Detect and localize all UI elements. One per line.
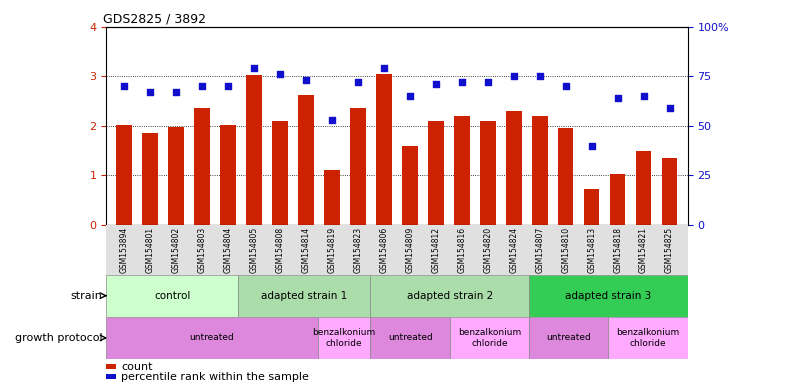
Text: GSM154824: GSM154824 xyxy=(509,227,518,273)
Point xyxy=(404,93,417,99)
Text: GSM154814: GSM154814 xyxy=(302,227,310,273)
Text: GSM154808: GSM154808 xyxy=(276,227,285,273)
Bar xyxy=(272,121,288,225)
Bar xyxy=(370,275,529,317)
Bar xyxy=(454,116,470,225)
Bar xyxy=(608,317,688,359)
Text: percentile rank within the sample: percentile rank within the sample xyxy=(121,372,309,382)
Bar xyxy=(480,121,496,225)
Point xyxy=(248,65,260,71)
Text: growth protocol: growth protocol xyxy=(15,333,102,343)
Bar xyxy=(106,317,318,359)
Bar xyxy=(506,111,522,225)
Bar xyxy=(558,128,574,225)
Text: GSM154801: GSM154801 xyxy=(145,227,155,273)
Text: GDS2825 / 3892: GDS2825 / 3892 xyxy=(103,13,206,26)
Point xyxy=(482,79,494,85)
Point xyxy=(325,117,338,123)
Point xyxy=(508,73,520,79)
Point xyxy=(144,89,156,95)
Bar xyxy=(351,108,365,225)
Text: adapted strain 2: adapted strain 2 xyxy=(406,291,493,301)
Point xyxy=(351,79,364,85)
Text: GSM154821: GSM154821 xyxy=(639,227,648,273)
Bar xyxy=(532,116,548,225)
Point xyxy=(222,83,234,89)
Point xyxy=(586,142,598,149)
Bar xyxy=(106,275,238,317)
Point xyxy=(663,105,676,111)
Point xyxy=(299,77,312,83)
Bar xyxy=(194,108,210,225)
Bar xyxy=(402,146,417,225)
Bar xyxy=(246,75,262,225)
Text: GSM154802: GSM154802 xyxy=(171,227,181,273)
Text: count: count xyxy=(121,362,152,372)
Text: GSM154810: GSM154810 xyxy=(561,227,570,273)
Bar xyxy=(636,151,652,225)
Point xyxy=(612,95,624,101)
Text: GSM154819: GSM154819 xyxy=(328,227,336,273)
Bar xyxy=(168,127,184,225)
Text: GSM154809: GSM154809 xyxy=(406,227,414,273)
Point xyxy=(170,89,182,95)
Text: GSM154816: GSM154816 xyxy=(457,227,466,273)
Text: untreated: untreated xyxy=(546,333,591,343)
Bar xyxy=(142,133,158,225)
Text: untreated: untreated xyxy=(189,333,234,343)
Text: adapted strain 3: adapted strain 3 xyxy=(565,291,652,301)
Text: benzalkonium
chloride: benzalkonium chloride xyxy=(312,328,376,348)
Bar xyxy=(529,275,688,317)
Text: control: control xyxy=(154,291,190,301)
Text: benzalkonium
chloride: benzalkonium chloride xyxy=(457,328,521,348)
Text: GSM154825: GSM154825 xyxy=(665,227,674,273)
Text: GSM154818: GSM154818 xyxy=(613,227,623,273)
Text: GSM154803: GSM154803 xyxy=(198,227,207,273)
Text: adapted strain 1: adapted strain 1 xyxy=(261,291,347,301)
Bar xyxy=(298,95,314,225)
Point xyxy=(560,83,572,89)
Point xyxy=(377,65,390,71)
Point xyxy=(196,83,208,89)
Bar xyxy=(318,317,370,359)
Text: GSM153894: GSM153894 xyxy=(119,227,129,273)
Bar xyxy=(376,74,391,225)
Bar xyxy=(610,174,626,225)
Text: benzalkonium
chloride: benzalkonium chloride xyxy=(616,328,680,348)
Point xyxy=(430,81,443,87)
Text: GSM154813: GSM154813 xyxy=(587,227,596,273)
Point xyxy=(637,93,650,99)
Text: GSM154820: GSM154820 xyxy=(483,227,492,273)
Bar xyxy=(370,317,450,359)
Text: untreated: untreated xyxy=(387,333,432,343)
Point xyxy=(534,73,546,79)
Text: strain: strain xyxy=(70,291,102,301)
Bar xyxy=(238,275,370,317)
Bar xyxy=(106,225,688,275)
Bar xyxy=(584,189,600,225)
Bar xyxy=(428,121,443,225)
Bar xyxy=(116,125,132,225)
Text: GSM154823: GSM154823 xyxy=(354,227,362,273)
Text: GSM154804: GSM154804 xyxy=(224,227,233,273)
Point xyxy=(456,79,468,85)
Text: GSM154805: GSM154805 xyxy=(250,227,259,273)
Text: GSM154806: GSM154806 xyxy=(380,227,388,273)
Bar xyxy=(529,317,608,359)
Bar xyxy=(325,170,340,225)
Point xyxy=(274,71,286,78)
Bar xyxy=(220,125,236,225)
Text: GSM154812: GSM154812 xyxy=(432,227,440,273)
Text: GSM154807: GSM154807 xyxy=(535,227,544,273)
Point xyxy=(118,83,130,89)
Bar xyxy=(450,317,529,359)
Bar xyxy=(662,158,678,225)
